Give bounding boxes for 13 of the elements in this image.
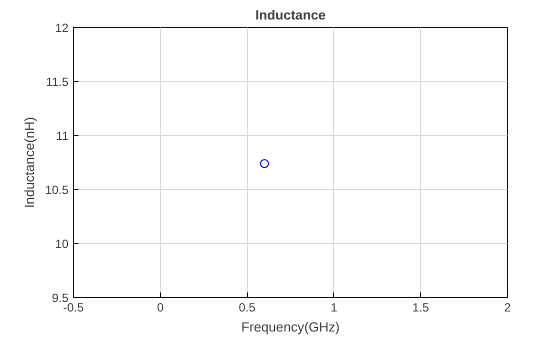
y-tick-label: 11 [56,129,69,143]
y-tick-label: 12 [55,21,69,35]
x-tick-label: 0 [156,300,164,314]
x-axis-title: Frequency(GHz) [241,320,340,334]
y-tick-label: 10.5 [45,183,69,197]
x-tick-label: 2 [504,300,512,314]
y-axis-title: Inductance(nH) [22,116,38,208]
x-tick-label: 1.5 [412,300,430,314]
y-tick-label: 10 [55,237,69,251]
x-tick-label: 0.5 [238,300,256,314]
y-tick-label: 11.5 [46,75,69,89]
chart-title: Inductance [255,8,326,22]
x-tick-label: 1 [330,300,338,314]
